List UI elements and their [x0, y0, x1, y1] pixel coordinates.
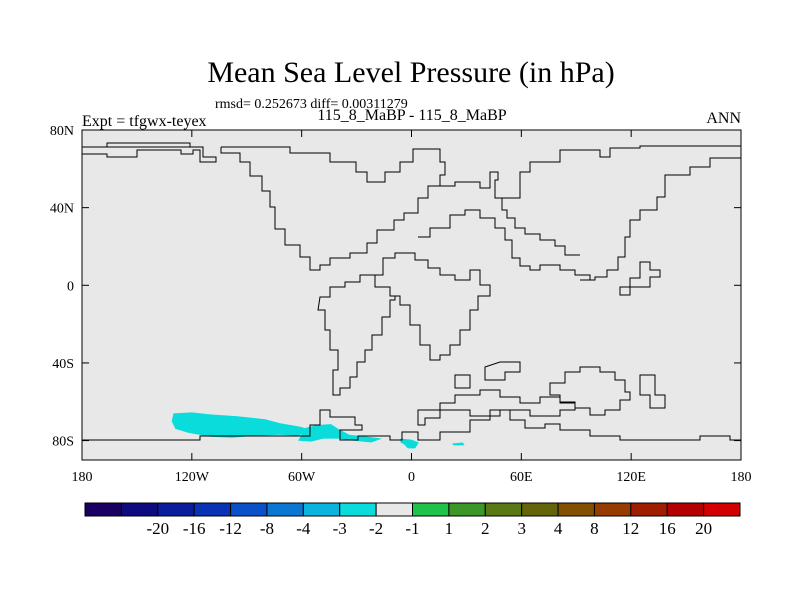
colorbar-swatch — [193, 502, 232, 517]
east-asia-coastline — [580, 157, 741, 281]
axis-ticks: 180 120W 60W 0 60E 120E 180 80N 40N 0 40S 80S — [50, 124, 752, 485]
colorbar-label: -1 — [405, 519, 419, 538]
colorbar-label: 4 — [554, 519, 563, 538]
australia-coastline — [549, 366, 631, 416]
colorbar-swatch — [230, 502, 268, 517]
x-tick-label: 120W — [175, 470, 210, 485]
greenland-coastline — [221, 146, 446, 186]
japan-coastline — [619, 261, 661, 296]
y-tick-label: 0 — [67, 279, 74, 294]
antarctic-shelf-coastline — [417, 389, 576, 426]
colorbar-swatch — [703, 502, 741, 517]
bellingshausen-cyan — [171, 412, 311, 438]
colorbar-swatch — [666, 502, 705, 517]
x-tick-label: 180 — [72, 470, 93, 485]
y-tick-label: 40S — [52, 357, 74, 372]
north-america-coastline — [82, 142, 203, 148]
colorbar-label: -20 — [146, 519, 169, 538]
x-tick-label: 180 — [731, 470, 752, 485]
north-europe-coastline — [440, 171, 580, 256]
colorbar-label: -16 — [183, 519, 206, 538]
weddell-cyan — [400, 438, 419, 449]
colorbar-label: 20 — [695, 519, 712, 538]
colorbar-swatch — [302, 502, 341, 517]
rmsd-diff-text: rmsd= 0.252673 diff= 0.00311279 — [215, 97, 408, 112]
colorbar-swatch — [157, 502, 195, 517]
colorbar-label: 8 — [590, 519, 599, 538]
colorbar-label: -3 — [333, 519, 347, 538]
colorbar-swatch — [120, 502, 159, 517]
colorbar-label: -12 — [219, 519, 242, 538]
colorbar-swatch — [412, 502, 450, 517]
colorbar-label: -2 — [369, 519, 383, 538]
mediterranean-coastline — [418, 209, 591, 280]
x-tick-label: 60E — [510, 470, 533, 485]
east-antarctic-cyan — [451, 442, 465, 446]
colorbar-label: 16 — [659, 519, 676, 538]
case-subtitle: 115_8_MaBP - 115_8_MaBP — [317, 107, 506, 124]
experiment-label: Expt = tfgwx-teyex — [82, 113, 207, 130]
y-tick-label: 80S — [52, 435, 74, 450]
colorbar-swatch — [593, 502, 632, 517]
x-tick-label: 60W — [288, 470, 316, 485]
colorbar-label: 12 — [622, 519, 639, 538]
antarctica-coastline — [82, 409, 741, 441]
siberia-coastline — [502, 145, 741, 199]
colorbar-swatch — [266, 502, 304, 517]
colorbar-swatch — [339, 502, 377, 517]
colorbar-label: 2 — [481, 519, 490, 538]
season-label: ANN — [706, 110, 741, 127]
colorbar-label: 1 — [445, 519, 454, 538]
maritime-continent-coastline — [454, 361, 666, 409]
x-tick-label: 0 — [408, 470, 415, 485]
colorbar-swatch — [84, 502, 122, 517]
x-tick-label: 120E — [616, 470, 646, 485]
chart-title: Mean Sea Level Pressure (in hPa) — [207, 56, 614, 89]
south-america-coastline — [317, 274, 396, 396]
colorbar-label: 3 — [517, 519, 526, 538]
arctic-coastline — [81, 146, 217, 163]
colorbar-swatch — [448, 502, 486, 517]
colorbar-label: -8 — [260, 519, 274, 538]
colorbar-swatch — [521, 502, 559, 517]
y-tick-label: 80N — [50, 124, 74, 139]
colorbar-swatch — [630, 502, 668, 517]
americas-coastline — [220, 147, 440, 271]
colorbar-swatch — [375, 502, 413, 517]
plot-background — [82, 130, 741, 460]
colorbar-swatch — [484, 502, 523, 517]
colorbar-label: -4 — [296, 519, 311, 538]
y-tick-label: 40N — [50, 202, 74, 217]
colorbar-swatch — [557, 502, 595, 517]
colorbar: -20 -16 -12 -8 -4 -3 -2 -1 1 2 3 4 8 12 16 20 — [84, 502, 741, 538]
coastlines — [81, 142, 741, 441]
